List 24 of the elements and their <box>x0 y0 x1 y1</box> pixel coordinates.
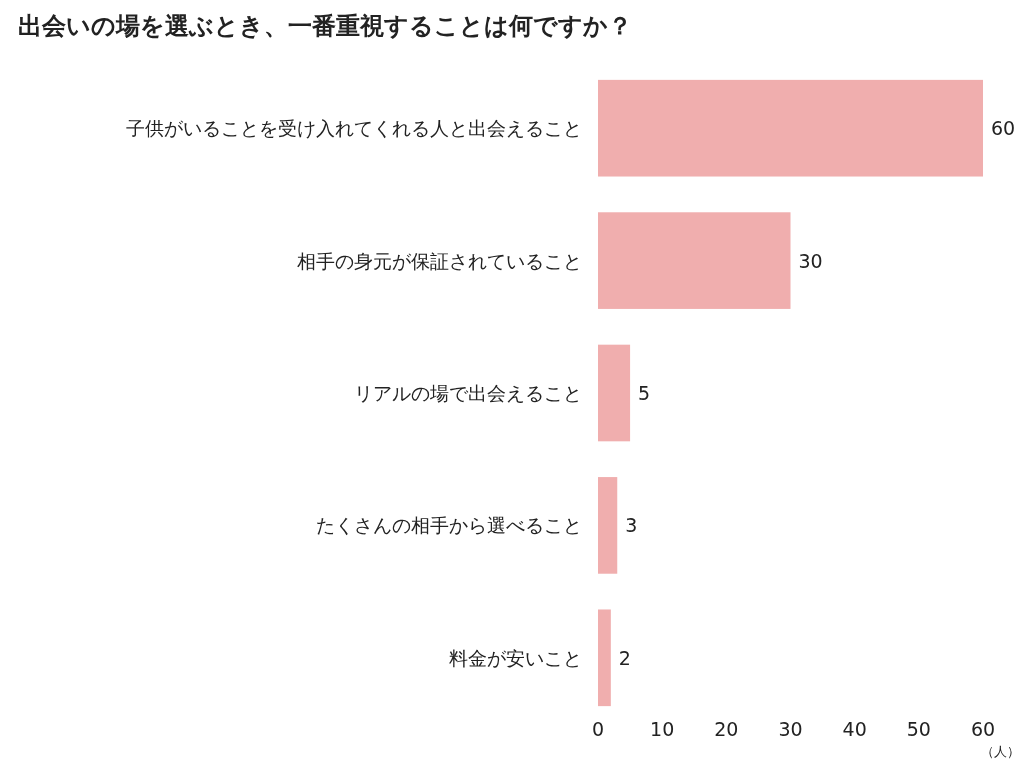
x-tick-label: 30 <box>778 718 803 740</box>
bar <box>598 212 791 309</box>
x-axis-title: （人） <box>981 744 1020 759</box>
y-tick-label: 子供がいることを受け入れてくれる人と出会えること <box>126 117 582 140</box>
bar <box>598 79 983 177</box>
bar <box>598 609 611 707</box>
x-tick-label: 20 <box>714 718 739 740</box>
bar <box>598 344 631 442</box>
text: 出会いの場を選ぶとき、一番重視することは何ですか？ <box>18 12 632 40</box>
data-label: 30 <box>798 249 823 272</box>
x-tick-label: 50 <box>906 718 931 740</box>
x-tick-label: 40 <box>842 718 867 740</box>
x-tick-label: 0 <box>591 718 605 740</box>
data-label: 5 <box>638 382 651 404</box>
data-label: 60 <box>991 117 1016 140</box>
bar <box>598 477 618 574</box>
y-tick-label: 料金が安いこと <box>449 646 582 669</box>
data-label: 3 <box>625 514 638 537</box>
y-tick-label: リアルの場で出会えること <box>354 382 582 404</box>
x-tick-label: 60 <box>970 718 996 740</box>
x-tick-label: 10 <box>650 718 675 740</box>
y-tick-label: 相手の身元が保証されていること <box>297 249 582 272</box>
y-tick-label: たくさんの相手から選べること <box>316 514 582 537</box>
data-label: 2 <box>618 646 631 669</box>
